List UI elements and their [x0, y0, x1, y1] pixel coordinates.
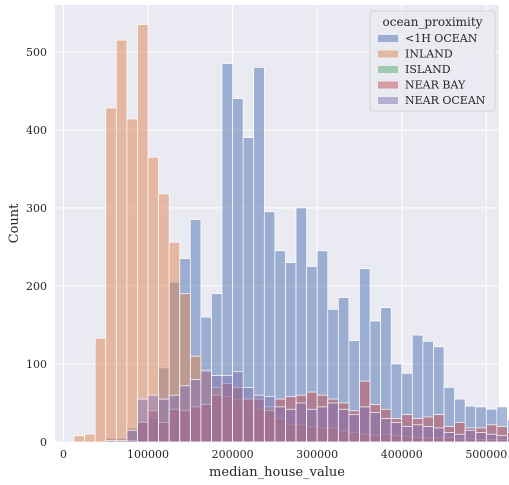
x-axis-label: median_house_value [209, 465, 345, 480]
bar-near-ocean [274, 406, 286, 443]
x-tick-labels: 0 100000 200000 300000 400000 500000 [60, 448, 507, 461]
x-tick-label: 200000 [212, 448, 254, 461]
bar-near-ocean [295, 402, 307, 443]
bar-near-ocean [115, 440, 128, 443]
bar-near-ocean [221, 375, 233, 443]
bar-near-ocean [454, 433, 466, 443]
bar-near-ocean [411, 424, 424, 443]
bar-near-ocean [242, 387, 255, 443]
bar-near-ocean [168, 394, 181, 443]
y-tick-label: 400 [26, 124, 47, 137]
legend-label: NEAR BAY [405, 79, 466, 92]
bar-near-ocean [211, 375, 223, 443]
y-tick-label: 500 [26, 46, 47, 59]
bars-layer [73, 24, 509, 443]
bar-near-ocean [263, 396, 276, 443]
legend-swatch [378, 35, 398, 42]
bar-near-ocean [359, 406, 371, 443]
bar-near-ocean [327, 402, 339, 443]
bar-inland [137, 24, 149, 443]
legend-label: ISLAND [405, 63, 451, 76]
bar-near-ocean [126, 429, 138, 443]
bar-1h-ocean [253, 67, 265, 443]
bar-near-ocean [433, 427, 445, 443]
y-tick-label: 300 [26, 202, 47, 215]
bar-near-ocean [179, 385, 191, 443]
bar-near-ocean [285, 408, 297, 443]
legend-label: <1H OCEAN [405, 32, 478, 45]
legend-label: INLAND [405, 48, 453, 61]
bar-near-ocean [337, 408, 350, 443]
bar-near-ocean [316, 406, 329, 443]
bar-near-ocean [253, 394, 265, 443]
bar-inland [126, 118, 138, 443]
y-tick-label: 100 [26, 358, 47, 371]
bar-near-ocean [369, 411, 381, 443]
y-axis-label: Count [7, 203, 22, 244]
bar-near-ocean [200, 369, 212, 443]
legend-label: NEAR OCEAN [405, 94, 486, 107]
bar-near-ocean [496, 435, 508, 443]
bar-near-ocean [137, 398, 149, 443]
bar-near-ocean [390, 422, 403, 443]
y-tick-label: 200 [26, 280, 47, 293]
bar-inland [84, 433, 96, 443]
x-tick-label: 400000 [381, 448, 423, 461]
legend-swatch [378, 50, 398, 58]
bar-near-ocean [306, 408, 318, 443]
y-tick-label: 0 [40, 436, 47, 449]
legend-title: ocean_proximity [383, 15, 483, 29]
bar-near-ocean [401, 426, 413, 443]
bar-near-ocean [158, 398, 170, 443]
bar-near-ocean [475, 432, 487, 443]
legend-swatch [378, 97, 398, 104]
bar-near-ocean [105, 440, 117, 443]
legend-swatch [378, 66, 398, 73]
y-tick-labels: 0 100 200 300 400 500 [26, 46, 47, 449]
bar-inland [94, 337, 107, 443]
bar-near-ocean [422, 426, 434, 443]
legend-box [369, 10, 496, 112]
bar-near-ocean [380, 418, 392, 443]
bar-near-ocean [485, 433, 498, 443]
bar-inland [73, 435, 85, 443]
legend-swatch [378, 81, 398, 89]
x-tick-label: 100000 [127, 448, 169, 461]
x-tick-label: 0 [60, 448, 67, 461]
x-tick-label: 500000 [465, 448, 507, 461]
bar-near-ocean [189, 379, 202, 443]
legend: ocean_proximity <1H OCEAN INLAND ISLAND NEA… [369, 10, 496, 112]
x-tick-label: 300000 [296, 448, 338, 461]
bar-inland [105, 107, 117, 443]
bar-near-ocean [147, 394, 159, 443]
bar-near-ocean [232, 371, 244, 443]
bar-near-ocean [348, 414, 360, 443]
bar-near-ocean [464, 429, 477, 443]
bar-near-ocean [443, 432, 455, 443]
bar-near-ocean [507, 437, 509, 443]
bar-inland [115, 39, 128, 443]
